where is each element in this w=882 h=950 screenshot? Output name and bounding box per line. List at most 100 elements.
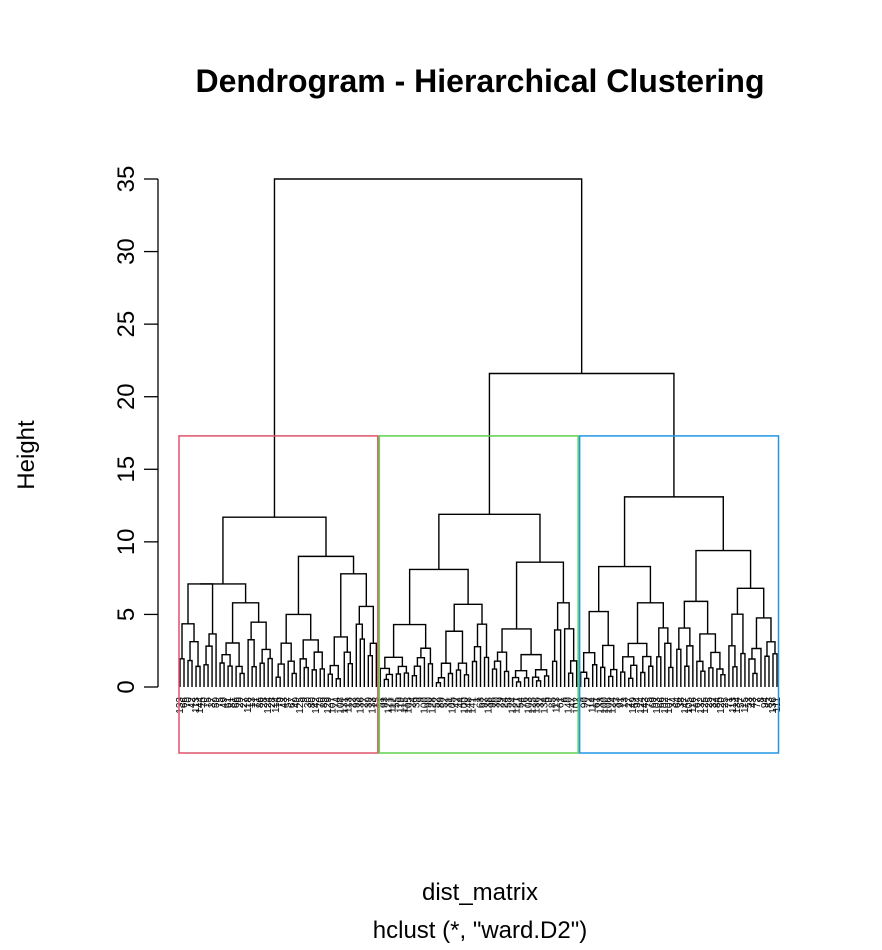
dendrogram-merge <box>303 666 309 687</box>
dendrogram-merge <box>189 640 199 667</box>
dendrogram-merge <box>403 672 410 687</box>
leaf-label: 136 <box>355 697 366 714</box>
leaf-label: 8 <box>756 697 767 703</box>
dendrogram-merge <box>642 655 652 673</box>
dendrogram-merge <box>181 623 195 659</box>
dendrogram-merge <box>600 666 606 687</box>
leaf-label: 148 <box>463 697 474 714</box>
chart-title: Dendrogram - Hierarchical Clustering <box>195 63 764 99</box>
leaf-label: 124 <box>508 697 519 714</box>
leaf-label: 70 <box>315 697 326 709</box>
dendrogram-merge <box>591 664 598 687</box>
leaf-label: 25 <box>704 697 715 709</box>
leaf-label: 27 <box>239 697 250 709</box>
dendrogram-merge <box>683 600 709 634</box>
leaf-label: 134 <box>540 697 551 714</box>
leaf-label: 32 <box>708 697 719 709</box>
leaf-label: 133 <box>175 697 186 714</box>
leaf-label: 75 <box>644 697 655 709</box>
dendrogram-merge <box>384 656 404 669</box>
dendrogram-merge <box>219 662 225 687</box>
leaf-label: 9 <box>544 697 555 703</box>
y-tick-label: 15 <box>113 456 140 483</box>
leaf-label: 136 <box>532 697 543 714</box>
leaf-label: 120 <box>716 697 727 714</box>
leaf-label: 58 <box>504 697 515 709</box>
leaf-label: 124 <box>608 697 619 714</box>
leaf-label: 107 <box>664 697 675 714</box>
dendrogram-merge <box>187 583 214 634</box>
leaf-label: 108 <box>335 697 346 714</box>
dendrogram-merge <box>195 665 201 687</box>
dendrogram-merge <box>247 639 255 687</box>
leaf-label: 128 <box>427 697 438 714</box>
leaf-label: 30 <box>303 697 314 709</box>
dendrogram-merge <box>355 623 364 687</box>
dendrogram-merge <box>335 678 341 687</box>
dendrogram-merge <box>333 636 348 666</box>
leaf-label: 1 <box>471 697 482 703</box>
leaf-label: 67 <box>692 697 703 709</box>
leaf-label: 116 <box>688 697 699 713</box>
dendrogram-merge <box>710 651 721 669</box>
dendrogram-merge <box>438 513 541 570</box>
leaf-label: 90 <box>580 697 591 709</box>
leaf-label: 125 <box>528 697 539 714</box>
leaf-label: 105 <box>684 697 695 714</box>
leaf-label: 84 <box>712 697 723 709</box>
dendrogram-merge <box>648 665 654 687</box>
leaf-label: 66 <box>179 697 190 709</box>
dendrogram-merge <box>755 617 772 649</box>
leaf-label: 115 <box>399 697 410 713</box>
dendrogram-merge <box>369 642 378 687</box>
dendrogram-tree <box>179 178 778 687</box>
cluster-boxes <box>178 435 780 754</box>
dendrogram-merge <box>473 645 482 687</box>
y-tick-label: 0 <box>113 680 140 693</box>
leaf-label: 9 <box>576 697 587 703</box>
y-axis-label: Height <box>13 420 40 490</box>
leaf-label: 24 <box>407 697 418 709</box>
dendrogram-merge <box>696 660 704 687</box>
leaf-label: 52 <box>439 697 450 709</box>
dendrogram-merge <box>383 678 390 687</box>
leaf-label: 89 <box>435 697 446 709</box>
leaf-label: 55 <box>391 697 402 709</box>
dendrogram-merge <box>523 677 530 687</box>
dendrogram-merge <box>445 630 464 664</box>
leaf-label: 32 <box>536 697 547 709</box>
dendrogram-merge <box>668 666 674 687</box>
dendrogram-merge <box>534 669 548 678</box>
leaf-label: 133 <box>596 697 607 714</box>
leaf-label: 49 <box>291 697 302 709</box>
leaf-label: 72 <box>584 697 595 709</box>
dendrogram-merge <box>297 555 355 615</box>
dendrogram-merge <box>488 372 675 515</box>
dendrogram-merge <box>435 681 442 687</box>
leaf-label: 134 <box>732 697 743 714</box>
leaf-label: 125 <box>700 697 711 714</box>
dendrogram-merge <box>588 610 609 653</box>
leaf-label: 39 <box>363 697 374 709</box>
dendrogram-merge <box>367 654 374 687</box>
dendrogram-merge <box>205 645 213 687</box>
leaf-label: 79 <box>275 697 286 709</box>
dendrogram-merge <box>531 676 540 687</box>
dendrogram-merge <box>235 665 243 687</box>
leaf-label: 25 <box>720 697 731 709</box>
leaf-label: 93 <box>379 697 390 709</box>
leaf-label: 103 <box>524 697 535 714</box>
leaf-label: 119 <box>395 697 406 713</box>
dendrogram-merge <box>463 674 470 687</box>
leaf-label: 141 <box>467 697 478 714</box>
leaf-label: 102 <box>660 697 671 714</box>
dendrogram-merge <box>261 648 271 664</box>
leaf-label: 121 <box>512 697 523 714</box>
dendrogram-merge <box>273 178 583 518</box>
dendrogram-merge <box>395 673 402 687</box>
leaf-label: 64 <box>672 697 683 709</box>
dendrogram-merge <box>620 671 626 687</box>
leaf-label: 39 <box>411 697 422 709</box>
leaf-label: 121 <box>383 697 394 714</box>
